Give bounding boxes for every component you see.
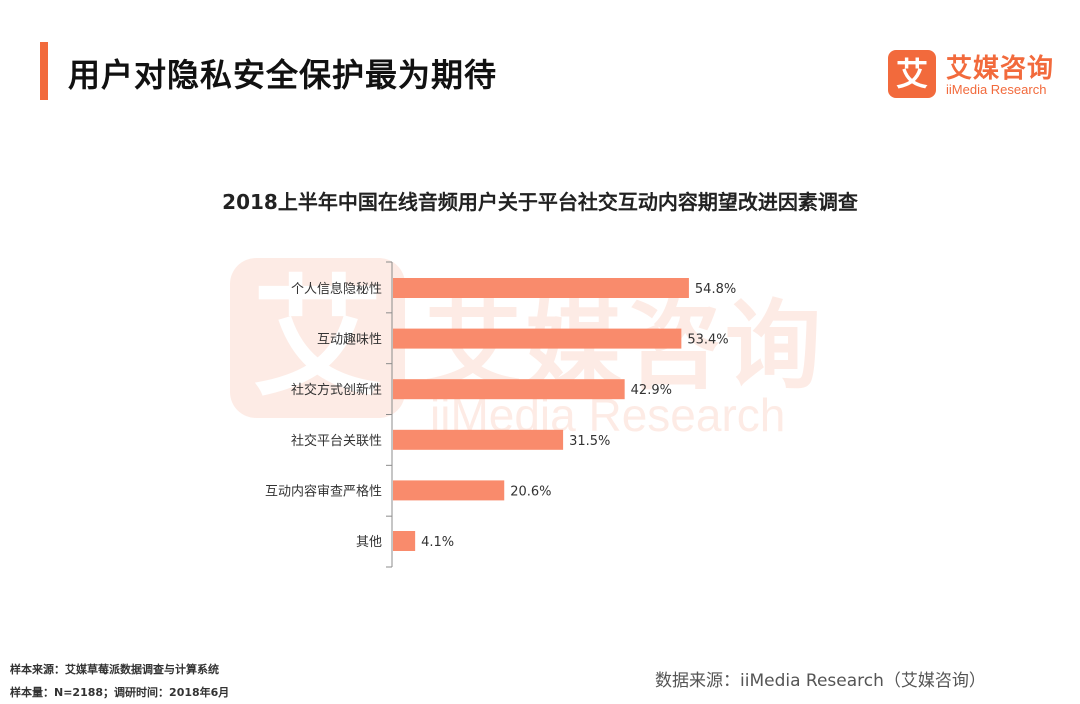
brand-logo: 艾 艾媒咨询 iiMedia Research [888,48,1063,100]
value-label: 31.5% [569,434,610,449]
data-source: 数据来源：iiMedia Research（艾媒咨询） [655,671,986,691]
category-label: 互动趣味性 [317,333,382,348]
bar [393,278,689,298]
category-label: 社交方式创新性 [291,382,382,398]
value-label: 42.9% [631,383,672,398]
page-title: 用户对隐私安全保护最为期待 [68,56,498,94]
title-accent-bar [40,42,48,100]
category-label: 互动内容审查严格性 [265,483,382,499]
chart-title: 2018上半年中国在线音频用户关于平台社交互动内容期望改进因素调查 [222,190,858,214]
bar [393,429,564,450]
sample-source: 样本来源：艾媒草莓派数据调查与计算系统 [10,663,219,676]
logo-name-en: iiMedia Research [946,82,1047,97]
value-label: 53.4% [687,333,728,348]
bar [393,328,682,349]
logo-mark-icon: 艾 [888,50,936,98]
value-label: 4.1% [421,535,454,550]
sample-info: 样本量：N=2188；调研时间：2018年6月 [10,686,230,699]
bar [393,531,416,551]
bar [393,480,505,501]
category-label: 其他 [356,535,382,550]
logo-name-cn: 艾媒咨询 [946,54,1055,84]
bar [393,379,625,400]
value-label: 20.6% [510,484,551,499]
category-label: 个人信息隐秘性 [291,281,382,297]
footer-sample: 样本来源：艾媒草莓派数据调查与计算系统 样本量：N=2188；调研时间：2018… [10,658,229,704]
value-label: 54.8% [695,282,736,297]
category-label: 社交平台关联性 [291,433,382,449]
